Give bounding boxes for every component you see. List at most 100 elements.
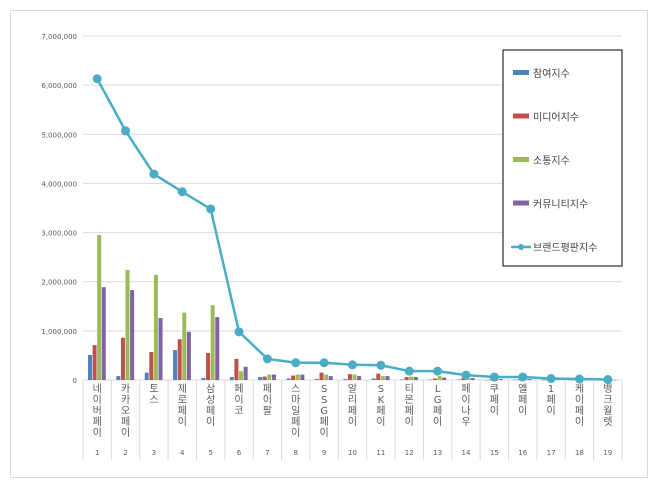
x-rank-label: 2 — [123, 449, 127, 457]
bar-참여지수 — [541, 379, 546, 381]
bar-미디어지수 — [319, 372, 324, 380]
bar-참여지수 — [513, 379, 518, 381]
line-point — [206, 204, 216, 214]
bar-소통지수 — [125, 269, 130, 380]
bar-참여지수 — [144, 372, 149, 380]
x-rank-label: 19 — [603, 449, 612, 457]
x-rank-label: 5 — [208, 449, 212, 457]
bar-소통지수 — [267, 374, 272, 380]
bar-소통지수 — [97, 235, 102, 380]
bar-커뮤니티지수 — [527, 379, 532, 380]
bar-소통지수 — [409, 376, 414, 380]
bar-참여지수 — [258, 377, 263, 380]
x-rank-label: 15 — [490, 449, 499, 457]
bar-미디어지수 — [461, 378, 466, 380]
y-tick-label: 5,000,000 — [41, 131, 77, 139]
legend-label: 참여지수 — [533, 68, 570, 80]
bar-커뮤니티지수 — [328, 376, 333, 380]
bar-커뮤니티지수 — [470, 378, 475, 380]
bar-참여지수 — [201, 378, 206, 380]
bar-커뮤니티지수 — [243, 366, 248, 380]
line-point — [518, 372, 528, 382]
bar-소통지수 — [239, 371, 244, 380]
legend-swatch — [513, 70, 529, 75]
y-tick-label: 7,000,000 — [41, 33, 77, 41]
bar-커뮤니티지수 — [271, 374, 276, 380]
line-point — [121, 126, 131, 136]
bar-커뮤니티지수 — [215, 317, 220, 380]
x-rank-label: 11 — [376, 449, 385, 457]
bar-미디어지수 — [433, 378, 438, 380]
bar-참여지수 — [286, 378, 291, 380]
x-rank-label: 12 — [405, 449, 414, 457]
bar-커뮤니티지수 — [158, 318, 163, 380]
bar-참여지수 — [371, 378, 376, 380]
bar-참여지수 — [485, 379, 490, 381]
line-point — [404, 366, 414, 376]
bar-미디어지수 — [206, 352, 211, 380]
x-rank-label: 14 — [462, 449, 471, 457]
y-tick-label: 0 — [73, 377, 77, 385]
bar-미디어지수 — [404, 377, 409, 380]
x-rank-label: 3 — [152, 449, 156, 457]
bar-커뮤니티지수 — [442, 377, 447, 380]
legend-swatch — [513, 200, 529, 206]
line-point — [149, 169, 159, 179]
line-point — [574, 374, 584, 384]
bar-소통지수 — [437, 376, 442, 380]
bar-소통지수 — [153, 274, 158, 380]
bar-참여지수 — [456, 379, 461, 381]
bar-소통지수 — [295, 374, 300, 380]
line-point — [603, 375, 613, 385]
bar-미디어지수 — [262, 376, 267, 380]
line-point — [319, 358, 329, 368]
y-tick-label: 3,000,000 — [41, 230, 77, 238]
bar-커뮤니티지수 — [498, 379, 503, 380]
legend-label: 커뮤니티지수 — [533, 199, 588, 211]
bar-참여지수 — [314, 379, 319, 380]
line-point — [546, 374, 556, 384]
bar-커뮤니티지수 — [186, 331, 191, 380]
bar-참여지수 — [229, 377, 234, 380]
x-rank-label: 16 — [518, 449, 527, 457]
x-rank-label: 7 — [265, 449, 269, 457]
bar-미디어지수 — [120, 337, 125, 380]
legend-swatch — [513, 113, 529, 119]
bar-참여지수 — [173, 350, 178, 380]
bar-미디어지수 — [376, 373, 381, 380]
bar-소통지수 — [210, 305, 215, 380]
line-point — [177, 187, 187, 197]
bar-커뮤니티지수 — [385, 376, 390, 380]
line-point — [461, 370, 471, 380]
legend-label: 소통지수 — [533, 155, 570, 167]
x-rank-label: 13 — [433, 449, 442, 457]
legend-label: 미디어지수 — [533, 112, 579, 124]
bar-미디어지수 — [149, 351, 154, 380]
line-point — [262, 354, 272, 364]
bar-미디어지수 — [291, 375, 296, 380]
x-rank-label: 6 — [237, 449, 242, 457]
bar-미디어지수 — [177, 339, 182, 380]
line-point — [348, 360, 357, 370]
legend-swatch-marker — [518, 244, 524, 250]
line-point — [234, 327, 244, 337]
x-rank-label: 8 — [294, 449, 298, 457]
